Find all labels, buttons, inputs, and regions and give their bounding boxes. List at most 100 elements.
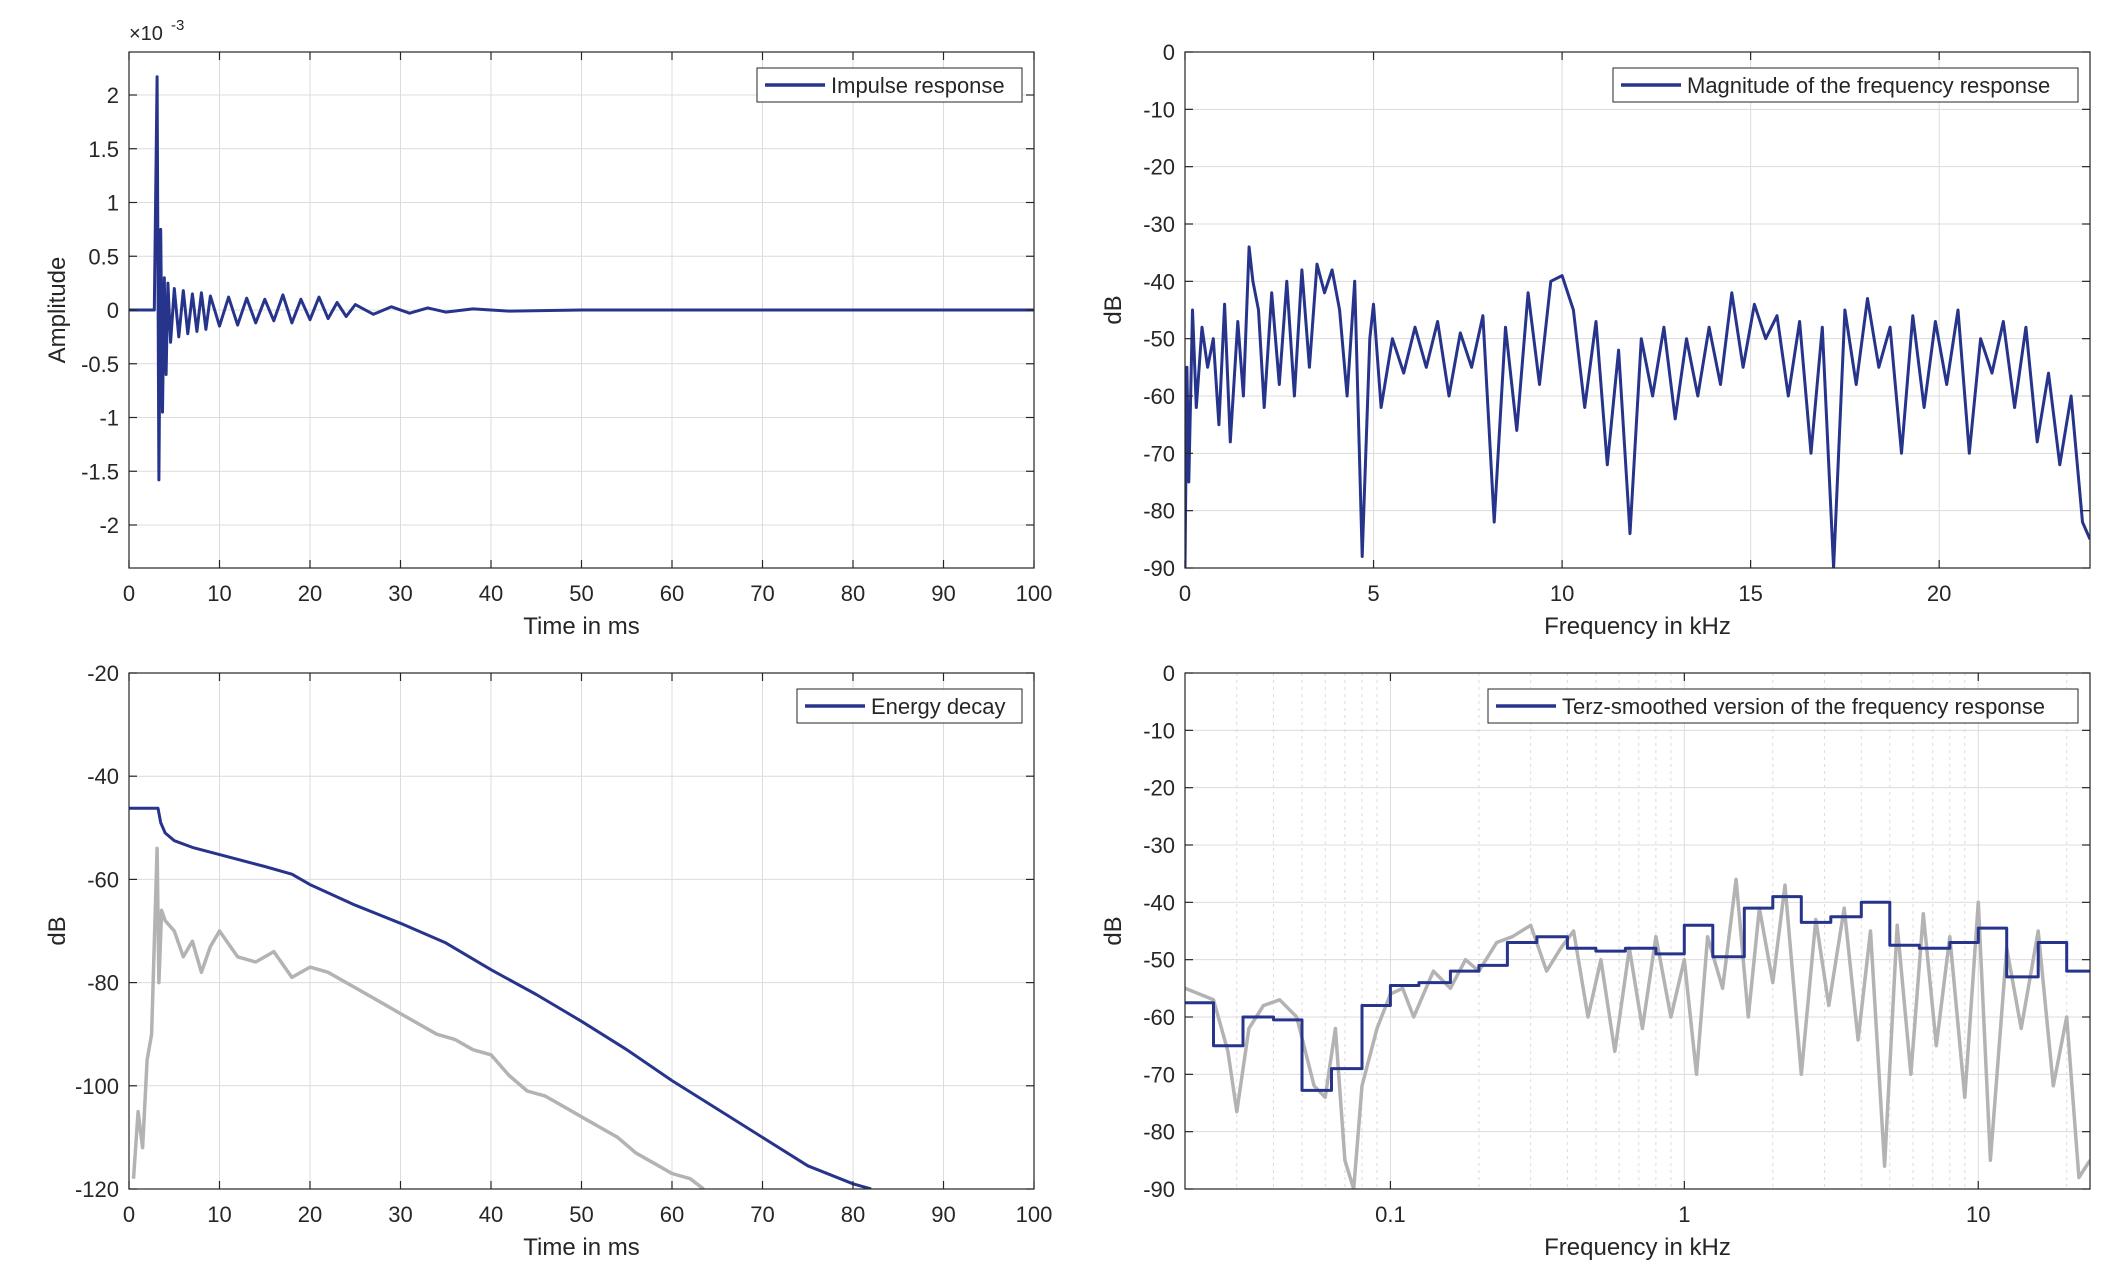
y-tick-label: 0 — [107, 298, 119, 323]
y-tick-label: -2 — [99, 513, 119, 538]
chart-ir: 0 10 20 30 40 50 60 70 80 90 100 2 1.5 1 0.5 0 -0.5 -1 -1.… — [44, 17, 1052, 640]
series-line-gray — [131, 846, 705, 1189]
y-tick-label: 0 — [1163, 40, 1175, 65]
x-tick-label: 70 — [750, 1202, 774, 1227]
x-tick-label: 40 — [479, 581, 503, 606]
chart-mag: 0 5 10 15 20 0 -10 -20 -30 -40 -50 -60 -70 -80 -90 Freq… — [1100, 40, 2091, 640]
exponent-power: -3 — [171, 17, 184, 34]
y-tick-label: -40 — [87, 764, 119, 789]
series-line-terz — [1185, 895, 2090, 1092]
x-tick-label: 90 — [931, 581, 955, 606]
y-axis-label: dB — [44, 916, 71, 945]
legend-label: Energy decay — [871, 694, 1006, 719]
chart-decay: 0 10 20 30 40 50 60 70 80 90 100 -20 -40 -60 -80 -100 -1… — [44, 661, 1052, 1261]
y-tick-label: 2 — [107, 83, 119, 108]
y-tick-label: -20 — [1143, 155, 1175, 180]
legend-box — [1612, 67, 2079, 103]
exponent-label: ×10 — [129, 23, 163, 45]
x-axis-label: Frequency in kHz — [1544, 1234, 1731, 1261]
x-tick-label: 30 — [388, 1202, 412, 1227]
y-tick-label: -70 — [1143, 1062, 1175, 1087]
series-line-decay — [129, 806, 872, 1189]
x-tick-label: 15 — [1738, 581, 1762, 606]
y-tick-label: 1.5 — [88, 137, 119, 162]
x-tick-label: 100 — [1016, 1202, 1053, 1227]
y-tick-label: -10 — [1143, 718, 1175, 743]
y-tick-label: -60 — [87, 867, 119, 892]
x-tick-label: 0 — [123, 581, 135, 606]
y-axis-label: Amplitude — [44, 257, 71, 364]
legend: Impulse response — [756, 67, 1023, 103]
legend: Terz-smoothed version of the frequency r… — [1487, 688, 2079, 724]
x-tick-label: 50 — [569, 1202, 593, 1227]
y-tick-label: -1.5 — [81, 459, 119, 484]
y-tick-label: -30 — [1143, 833, 1175, 858]
y-tick-label: -50 — [1143, 327, 1175, 352]
x-tick-label: 20 — [298, 1202, 322, 1227]
legend: Energy decay — [796, 688, 1023, 724]
axes-box — [1184, 672, 2091, 1190]
x-tick-label: 0.1 — [1375, 1202, 1406, 1227]
y-tick-label: -90 — [1143, 556, 1175, 581]
x-tick-label: 5 — [1367, 581, 1379, 606]
x-tick-label: 1 — [1678, 1202, 1690, 1227]
x-tick-label: 100 — [1016, 581, 1053, 606]
y-tick-label: -120 — [75, 1177, 119, 1202]
legend-label: Impulse response — [831, 73, 1005, 98]
x-axis-label: Time in ms — [523, 1234, 639, 1261]
y-tick-label: -1 — [99, 406, 119, 431]
y-tick-label: -10 — [1143, 97, 1175, 122]
y-tick-label: -30 — [1143, 212, 1175, 237]
y-tick-label: -20 — [87, 661, 119, 686]
y-axis-label: dB — [1100, 295, 1127, 324]
x-tick-label: 20 — [1927, 581, 1951, 606]
x-tick-label: 50 — [569, 581, 593, 606]
x-tick-label: 10 — [207, 581, 231, 606]
y-tick-label: -60 — [1143, 384, 1175, 409]
legend-label: Magnitude of the frequency response — [1687, 73, 2050, 98]
y-tick-label: -60 — [1143, 1005, 1175, 1030]
y-tick-label: -50 — [1143, 948, 1175, 973]
plot-area — [1185, 673, 2090, 1189]
x-tick-label: 10 — [207, 1202, 231, 1227]
y-tick-label: -40 — [1143, 890, 1175, 915]
x-tick-label: 80 — [841, 581, 865, 606]
y-tick-label: -80 — [1143, 499, 1175, 524]
x-tick-label: 0 — [1179, 581, 1191, 606]
x-tick-label: 80 — [841, 1202, 865, 1227]
x-tick-label: 60 — [660, 1202, 684, 1227]
legend: Magnitude of the frequency response — [1612, 67, 2079, 103]
y-tick-label: 0.5 — [88, 244, 119, 269]
x-tick-label: 0 — [123, 1202, 135, 1227]
x-axis-label: Frequency in kHz — [1544, 613, 1731, 640]
x-tick-label: 20 — [298, 581, 322, 606]
series-line-gray — [1185, 877, 2090, 1189]
plot-area — [1185, 52, 2090, 568]
y-tick-label: -90 — [1143, 1177, 1175, 1202]
series-line-mag — [1185, 245, 2090, 568]
y-tick-label: -80 — [87, 971, 119, 996]
legend-label: Terz-smoothed version of the frequency r… — [1562, 694, 2045, 719]
y-tick-label: -100 — [75, 1074, 119, 1099]
y-tick-label: 0 — [1163, 661, 1175, 686]
x-tick-label: 60 — [660, 581, 684, 606]
x-tick-label: 90 — [931, 1202, 955, 1227]
y-tick-label: -40 — [1143, 269, 1175, 294]
y-tick-label: -80 — [1143, 1120, 1175, 1145]
y-tick-label: -0.5 — [81, 352, 119, 377]
grid — [1184, 51, 2090, 569]
x-tick-label: 30 — [388, 581, 412, 606]
x-axis-label: Time in ms — [523, 613, 639, 640]
axes-box — [1184, 51, 2091, 569]
legend-box — [1487, 688, 2079, 724]
series-line-ir — [129, 75, 1034, 482]
y-axis-label: dB — [1100, 916, 1127, 945]
x-tick-label: 10 — [1550, 581, 1574, 606]
y-tick-label: 1 — [107, 191, 119, 216]
y-tick-label: -20 — [1143, 776, 1175, 801]
x-tick-label: 40 — [479, 1202, 503, 1227]
x-tick-label: 10 — [1966, 1202, 1990, 1227]
chart-terz: 0.1 1 10 0 -10 -20 -30 -40 -50 -60 -70 -80 -90 Freque… — [1100, 661, 2091, 1261]
y-tick-label: -70 — [1143, 441, 1175, 466]
